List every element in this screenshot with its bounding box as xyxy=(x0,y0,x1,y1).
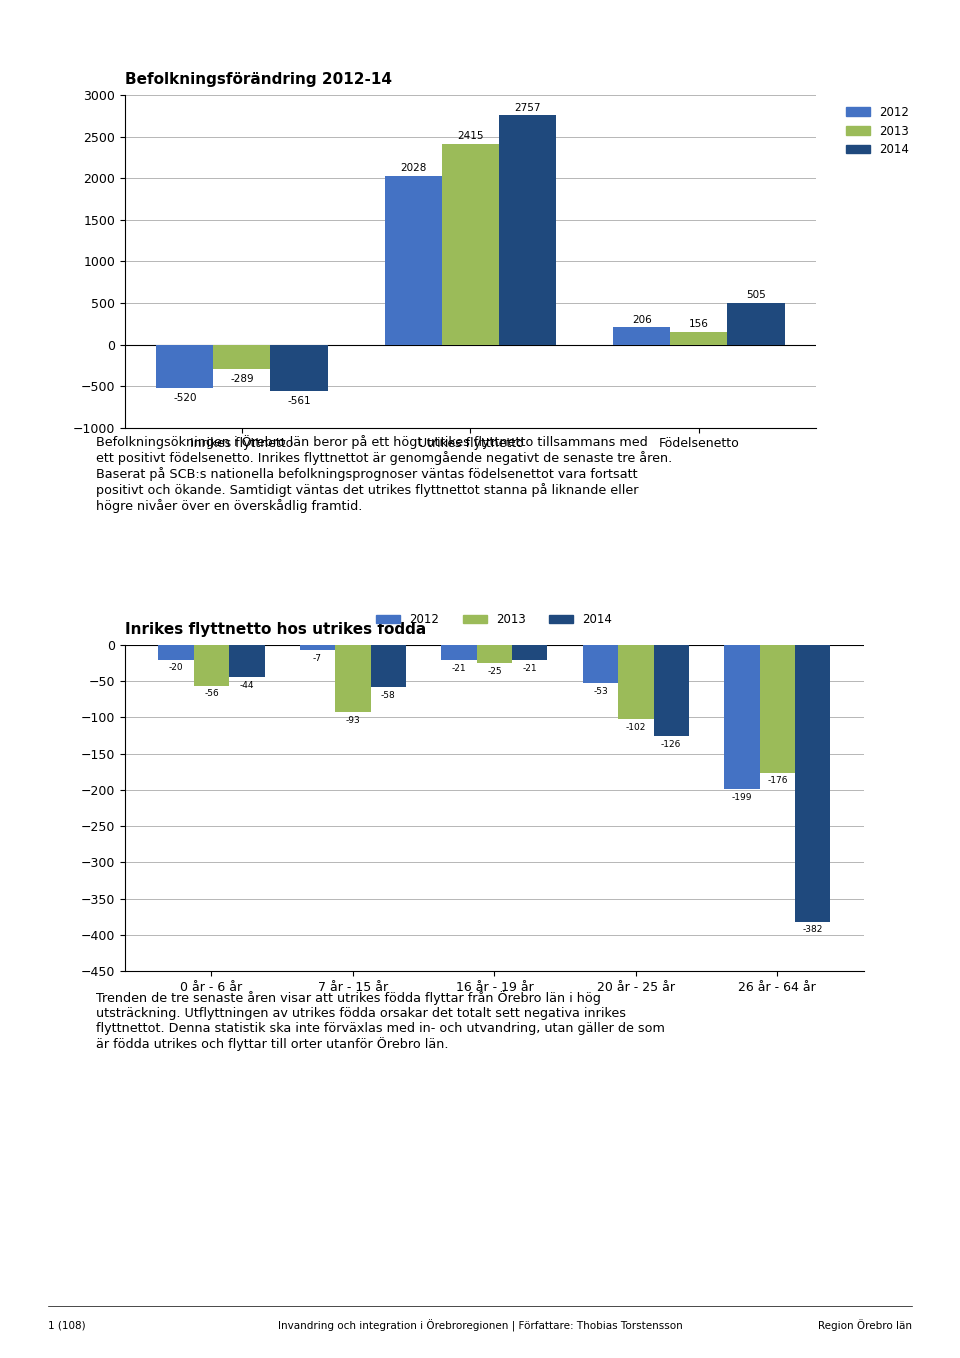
Legend: 2012, 2013, 2014: 2012, 2013, 2014 xyxy=(841,100,914,162)
Bar xyxy=(194,645,229,686)
Bar xyxy=(385,177,442,345)
Bar xyxy=(795,645,830,922)
Text: -21: -21 xyxy=(522,664,537,672)
Text: 2028: 2028 xyxy=(400,163,426,174)
Bar xyxy=(300,645,335,650)
Text: 206: 206 xyxy=(632,315,652,325)
Bar xyxy=(499,115,556,345)
Bar xyxy=(229,645,265,676)
Text: -199: -199 xyxy=(732,793,753,801)
Bar xyxy=(613,327,670,345)
Text: Invandring och integration i Örebroregionen | Författare: Thobias Torstensson: Invandring och integration i Örebroregio… xyxy=(277,1319,683,1332)
Text: -176: -176 xyxy=(767,777,787,785)
Bar xyxy=(335,645,371,713)
Bar xyxy=(442,144,499,345)
Bar xyxy=(654,645,689,736)
Bar xyxy=(477,645,512,663)
Text: Region Örebro län: Region Örebro län xyxy=(818,1320,912,1331)
Text: Trenden de tre senaste åren visar att utrikes födda flyttar från Örebro län i hö: Trenden de tre senaste åren visar att ut… xyxy=(96,991,665,1051)
Bar xyxy=(728,303,784,345)
Text: 2757: 2757 xyxy=(515,103,540,113)
Text: Befolkningsökningen i Örebro län beror på ett högt utrikes flyttnetto tillsamman: Befolkningsökningen i Örebro län beror p… xyxy=(96,435,672,513)
Bar xyxy=(158,645,194,660)
Text: -7: -7 xyxy=(313,653,322,663)
Bar xyxy=(156,345,213,388)
Text: -53: -53 xyxy=(593,687,608,697)
Text: -289: -289 xyxy=(230,373,253,383)
Text: 505: 505 xyxy=(746,291,766,300)
Text: -382: -382 xyxy=(803,925,823,934)
Text: -21: -21 xyxy=(452,664,467,672)
Text: 1 (108): 1 (108) xyxy=(48,1320,85,1331)
Bar xyxy=(670,331,728,345)
Text: -520: -520 xyxy=(173,392,197,403)
Text: -126: -126 xyxy=(661,740,682,748)
Text: -561: -561 xyxy=(287,397,311,406)
Text: 2415: 2415 xyxy=(457,132,484,141)
Text: -58: -58 xyxy=(381,691,396,699)
Legend: 2012, 2013, 2014: 2012, 2013, 2014 xyxy=(372,608,617,631)
Text: -102: -102 xyxy=(626,722,646,732)
Text: 156: 156 xyxy=(689,319,708,329)
Bar xyxy=(442,645,477,660)
Text: -93: -93 xyxy=(346,716,360,725)
Bar xyxy=(371,645,406,687)
Text: Befolkningsförändring 2012-14: Befolkningsförändring 2012-14 xyxy=(125,72,392,87)
Text: -44: -44 xyxy=(240,680,254,690)
Text: -56: -56 xyxy=(204,690,219,698)
Bar xyxy=(271,345,327,391)
Text: -25: -25 xyxy=(487,667,502,676)
Text: Inrikes flyttnetto hos utrikes födda: Inrikes flyttnetto hos utrikes födda xyxy=(125,622,426,637)
Bar xyxy=(213,345,271,368)
Bar xyxy=(724,645,759,789)
Text: -20: -20 xyxy=(169,663,183,672)
Bar xyxy=(512,645,547,660)
Bar xyxy=(583,645,618,683)
Bar xyxy=(759,645,795,773)
Bar xyxy=(618,645,654,718)
